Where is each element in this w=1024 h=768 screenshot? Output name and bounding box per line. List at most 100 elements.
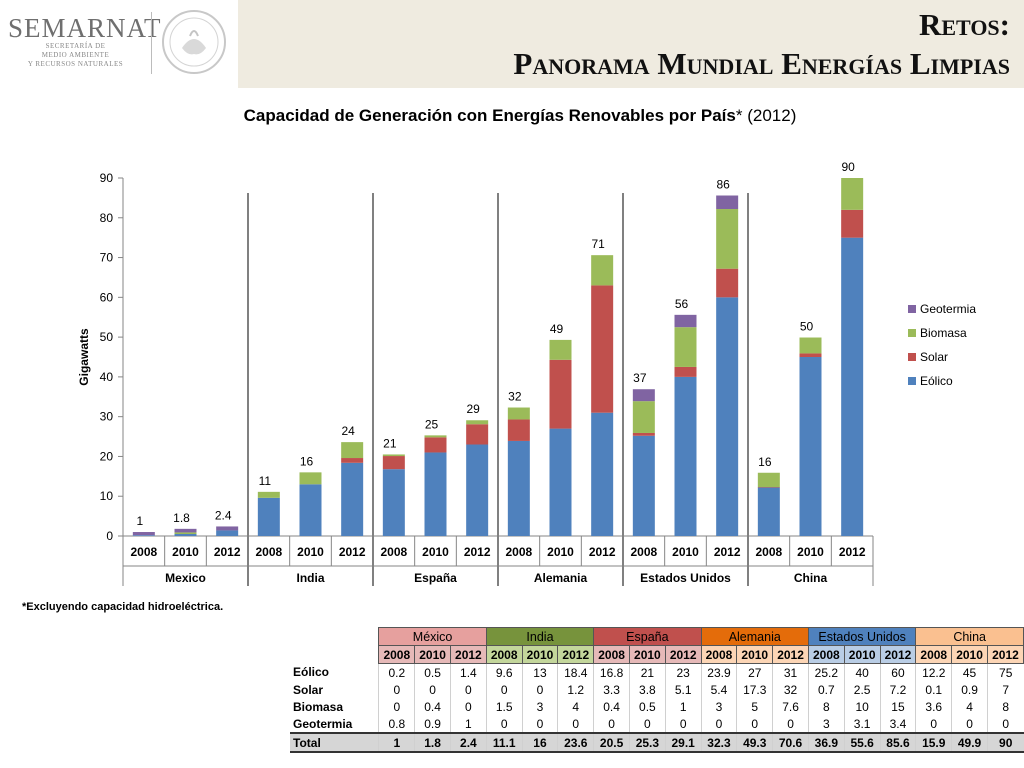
- bar-segment-biomasa: [424, 435, 447, 438]
- table-cell: 0: [557, 715, 594, 733]
- legend-swatch: [908, 305, 916, 313]
- table-total-row: Total 1 1.8 2.4 11.1 16 23.6 20.5 25.3 29.1 32.3 49…: [290, 732, 1024, 753]
- table-cell: 5.1: [664, 681, 702, 698]
- table-cell: 7: [986, 681, 1024, 698]
- bar-segment-solar: [382, 456, 405, 470]
- table-total-cell: 90: [986, 732, 1024, 753]
- table-row: Eólico 0.2 0.5 1.4 9.6 13 18.4 16.8 21 23 23.9 27 31…: [290, 663, 1024, 681]
- x-tick-label-year: 2012: [589, 545, 616, 559]
- bar-segment-eólico: [674, 376, 697, 536]
- table-cell: 9.6: [485, 663, 523, 681]
- x-group-label: India: [296, 571, 324, 585]
- x-tick-label-year: 2008: [380, 545, 407, 559]
- bar-total-label: 25: [425, 417, 439, 431]
- table-group-header-row: México India España Alemania Estados Unidos C…: [290, 627, 1024, 646]
- table-cell: 0.4: [593, 698, 630, 715]
- x-tick-label-year: 2012: [839, 545, 866, 559]
- legend-entry: Biomasa: [920, 326, 967, 340]
- table-cell: 8: [986, 698, 1024, 715]
- y-tick-label: 10: [100, 489, 114, 503]
- bar-segment-solar: [632, 432, 655, 436]
- x-tick-label-year: 2008: [755, 545, 782, 559]
- bar-segment-eólico: [216, 530, 239, 536]
- table-year-header: 2012: [879, 645, 917, 664]
- bar-segment-biomasa: [757, 472, 780, 488]
- legend-swatch: [908, 377, 916, 385]
- x-group-label: Estados Unidos: [640, 571, 731, 585]
- x-tick-label-year: 2010: [422, 545, 449, 559]
- x-tick-label-year: 2010: [797, 545, 824, 559]
- table-year-header: 2008: [700, 645, 738, 664]
- table-cell: 75: [986, 663, 1024, 681]
- x-group-label: Alemania: [534, 571, 588, 585]
- table-cell: 0: [485, 681, 523, 698]
- table-year-header: 2012: [664, 645, 702, 664]
- bar-segment-solar: [466, 424, 489, 445]
- bar-segment-biomasa: [549, 339, 572, 360]
- table-cell: 0.8: [378, 715, 415, 733]
- y-tick-label: 40: [100, 370, 114, 384]
- table-total-cell: 25.3: [628, 732, 666, 753]
- table-cell: 0: [414, 681, 451, 698]
- table-total-cell: 36.9: [807, 732, 845, 753]
- table-cell: 0: [700, 715, 737, 733]
- table-year-header: 2008: [485, 645, 523, 664]
- table-row-label: Biomasa: [293, 699, 344, 714]
- bar-total-label: 71: [591, 237, 605, 251]
- bar-segment-eólico: [382, 469, 405, 536]
- table-cell: 3: [807, 715, 845, 733]
- bar-segment-biomasa: [466, 420, 489, 425]
- slide-title-line1: Retos:: [918, 7, 1010, 42]
- bar-segment-biomasa: [299, 472, 322, 485]
- table-total-cell: 49.3: [736, 732, 773, 753]
- table-total-cell: 32.3: [700, 732, 737, 753]
- y-tick-label: 0: [106, 529, 113, 543]
- x-tick-label-year: 2010: [547, 545, 574, 559]
- table-cell: 10: [843, 698, 881, 715]
- table-row-label: Geotermia: [293, 716, 353, 731]
- bar-total-label: 86: [716, 178, 730, 192]
- table-cell: 0.5: [414, 663, 451, 681]
- table-total-cell: 20.5: [593, 732, 630, 753]
- table-group-header: España: [593, 627, 702, 646]
- table-cell: 5: [736, 698, 773, 715]
- bar-total-label: 16: [300, 454, 314, 468]
- x-group-label: España: [414, 571, 457, 585]
- table-row-label: Total: [290, 732, 379, 753]
- bar-segment-geotermia: [216, 526, 239, 531]
- x-tick-label-year: 2012: [339, 545, 366, 559]
- table-row: Geotermia 0.8 0.9 1 0 0 0 0 0 0 0 0 0 3 3.1 3.4 0 0 0: [290, 715, 1024, 733]
- x-tick-label-year: 2010: [172, 545, 199, 559]
- x-tick-label-year: 2008: [255, 545, 282, 559]
- table-total-cell: 16: [521, 732, 558, 753]
- bar-total-label: 11: [259, 474, 272, 488]
- semarnat-logo: SEMARNAT SECRETARÍA DE MEDIO AMBIENTE Y …: [8, 14, 162, 69]
- bar-total-label: 90: [841, 160, 855, 174]
- table-cell: 0.9: [951, 681, 988, 698]
- table-cell: 0.2: [378, 663, 415, 681]
- table-cell: 3.6: [915, 698, 952, 715]
- table-cell: 0: [449, 698, 487, 715]
- table-total-cell: 29.1: [664, 732, 702, 753]
- table-year-header: 2010: [521, 645, 559, 664]
- bar-segment-solar: [757, 487, 780, 488]
- logo-sub-line: SECRETARÍA DE: [45, 42, 106, 50]
- bar-segment-solar: [424, 437, 447, 453]
- bar-segment-solar: [716, 268, 739, 298]
- table-corner-cell: [290, 628, 379, 646]
- table-cell: 15: [879, 698, 916, 715]
- bar-segment-eólico: [466, 444, 489, 536]
- bar-segment-eólico: [632, 435, 655, 536]
- table-row-label: Solar: [293, 682, 324, 697]
- table-cell: 3.3: [593, 681, 630, 698]
- logo-sub-line: MEDIO AMBIENTE: [41, 51, 110, 59]
- logo-sub-line: Y RECURSOS NATURALES: [27, 60, 124, 68]
- bar-segment-biomasa: [632, 401, 655, 433]
- bar-total-label: 2.4: [215, 508, 232, 522]
- bar-segment-solar: [799, 353, 822, 357]
- bar-total-label: 21: [383, 436, 397, 450]
- table-cell: 0: [951, 715, 988, 733]
- table-cell: 1: [664, 698, 702, 715]
- table-cell: 60: [879, 663, 916, 681]
- bar-segment-biomasa: [382, 454, 405, 457]
